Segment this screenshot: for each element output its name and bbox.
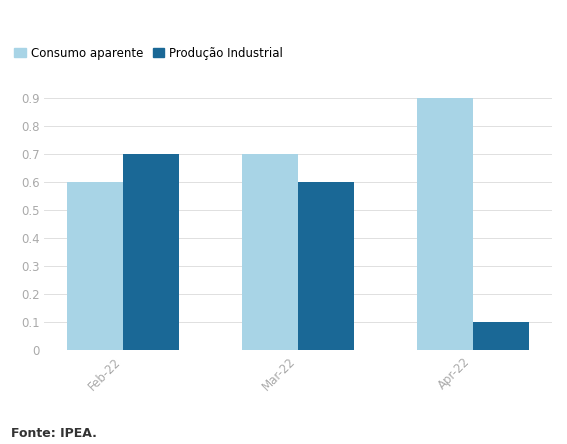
Bar [473,322,529,350]
Bar [298,182,354,350]
Legend: Consumo aparente, Produção Industrial: Consumo aparente, Produção Industrial [10,42,287,64]
Text: Fonte: IPEA.: Fonte: IPEA. [11,427,97,440]
Bar [417,98,473,350]
Bar [123,154,179,350]
Bar [242,154,298,350]
Bar [67,182,123,350]
